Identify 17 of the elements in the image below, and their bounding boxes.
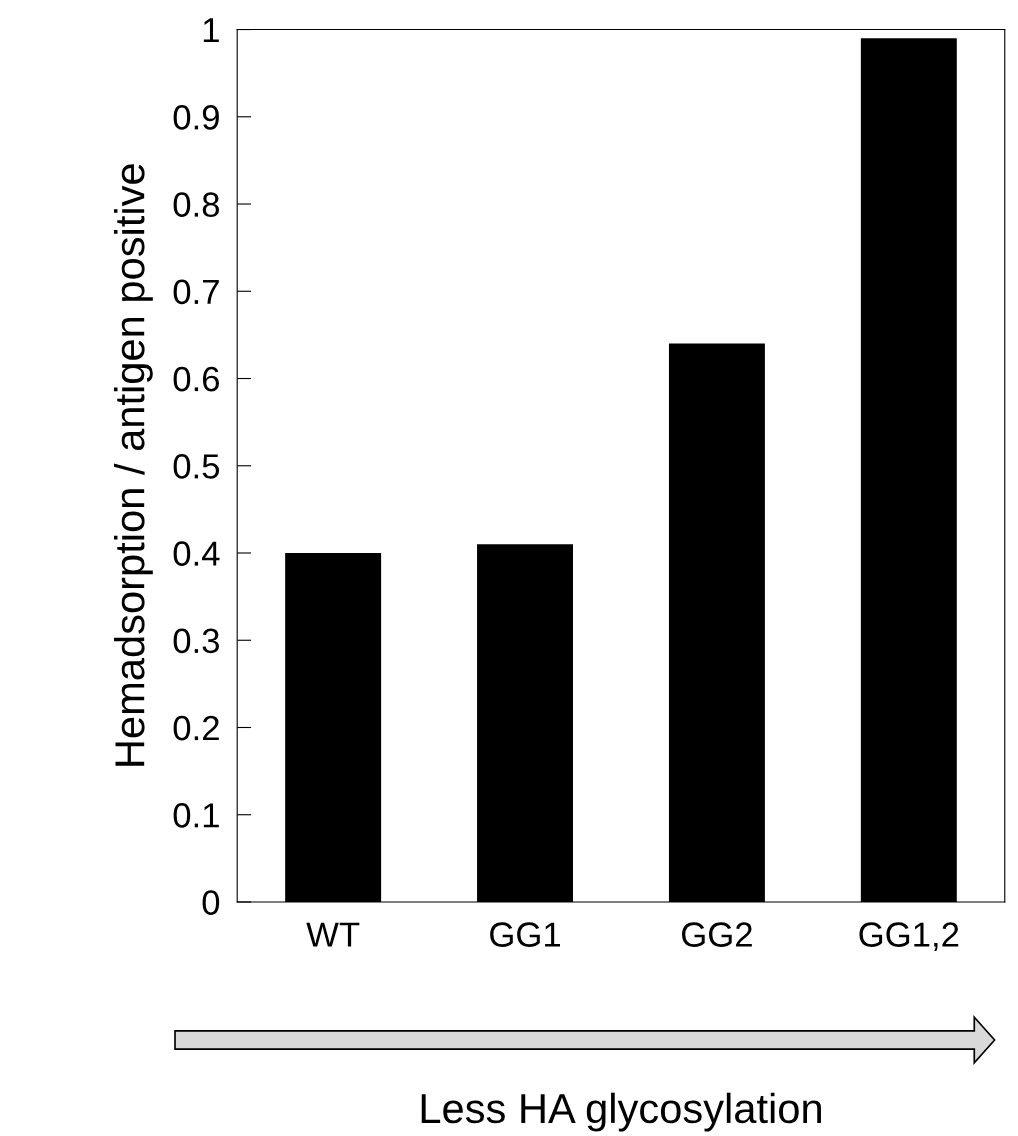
- x-tick-label: WT: [306, 922, 360, 947]
- y-tick-label: 0.6: [173, 366, 220, 392]
- y-tick-label: 0: [202, 890, 220, 915]
- y-tick-label: 0.9: [173, 105, 219, 130]
- y-axis-title: Hemadsorption / antigen positive: [113, 164, 153, 766]
- y-tick-label: 0.4: [173, 541, 220, 566]
- x-tick-label: GG1,2: [859, 922, 959, 952]
- y-tick-label: 0.2: [173, 715, 219, 741]
- y-tick-label: 0.8: [173, 192, 220, 217]
- y-tick-label: 0.3: [173, 628, 220, 654]
- x-axis-title: Less HA glycosylation: [421, 1092, 821, 1132]
- y-tick-label: 0.5: [173, 454, 220, 479]
- x-tick-label: GG1: [490, 922, 560, 947]
- y-tick-label: 1: [203, 18, 219, 43]
- x-tick-label: GG2: [682, 922, 752, 947]
- y-tick-label: 0.7: [173, 279, 219, 305]
- y-tick-label: 0.1: [173, 803, 219, 828]
